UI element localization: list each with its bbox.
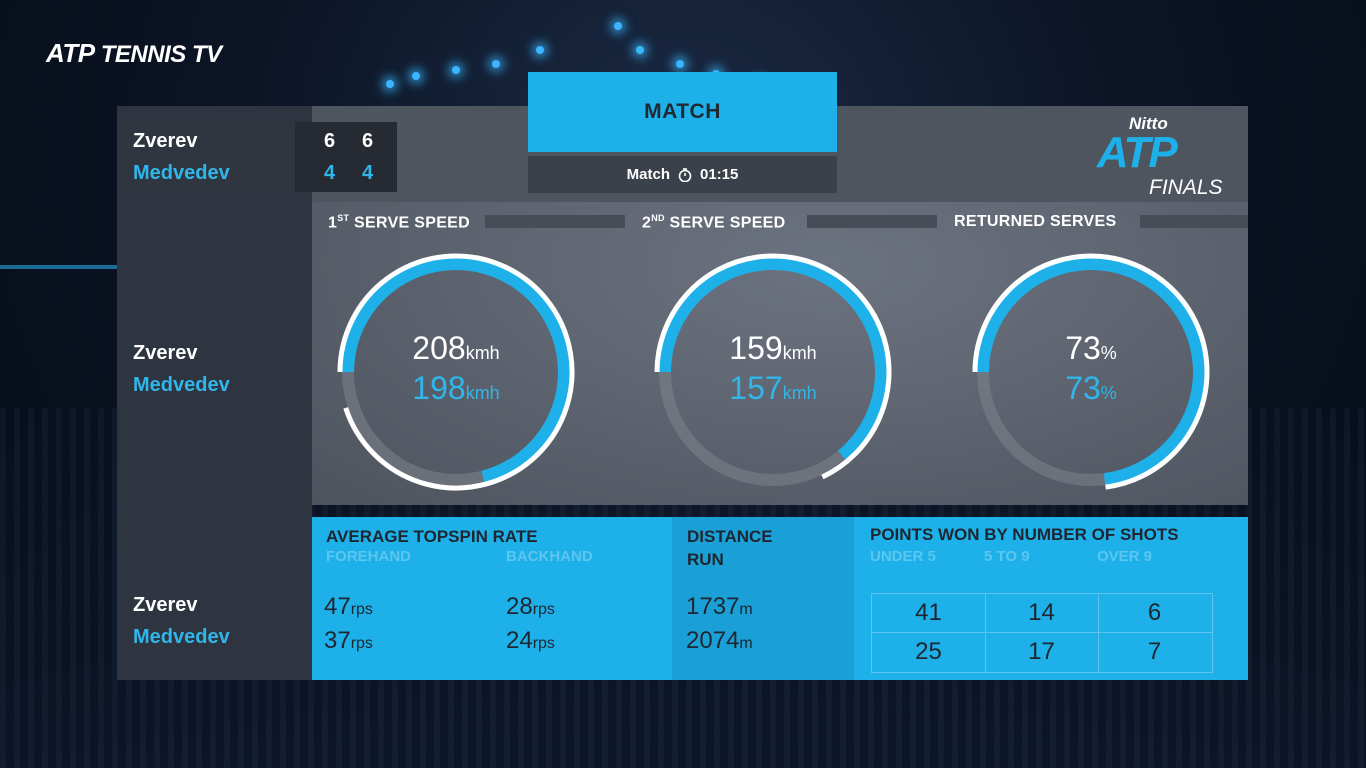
topspin-p2-forehand: 37rps	[324, 627, 373, 654]
stats-bottom-panel: AVERAGE TOPSPIN RATE FOREHAND BACKHAND 4…	[312, 517, 1248, 680]
backhand-label: BACKHAND	[506, 548, 593, 565]
left-column	[117, 106, 312, 680]
table-cell: 25	[915, 638, 942, 665]
gauge-value-p1: 73%	[1065, 330, 1117, 366]
second-serve-title: 2ND SERVE SPEED	[642, 213, 786, 232]
tennis-tv-logo: ATP TENNIS TV	[46, 38, 222, 68]
arena-led-band	[0, 265, 120, 269]
title-divider	[1140, 215, 1248, 228]
set-score: 6	[324, 130, 336, 152]
set-score: 4	[324, 162, 336, 184]
gauge-ring	[337, 253, 575, 491]
player-names-stats: Zverev Medvedev	[133, 594, 230, 649]
timer-label: Match	[626, 166, 670, 183]
table-cell: 17	[1028, 638, 1055, 665]
topspin-p1-backhand: 28rps	[506, 593, 555, 620]
distance-p2: 2074m	[686, 627, 753, 654]
table-cell: 41	[915, 599, 942, 626]
tab-match[interactable]: MATCH	[528, 72, 837, 152]
atp-finals-logo: Nitto ATP FINALS	[1097, 114, 1223, 199]
gauge-arc-p2	[342, 258, 570, 483]
timer-value: 01:15	[699, 166, 739, 183]
gauge-value-p2: 198kmh	[412, 370, 500, 406]
first-serve-title: 1ST SERVE SPEED	[328, 213, 470, 232]
match-timer: Match 01:15	[528, 156, 837, 193]
set-score: 4	[362, 162, 374, 184]
gauge-value-p1: 159kmh	[729, 330, 817, 366]
player-name: Medvedev	[133, 162, 230, 184]
distance-p1: 1737m	[686, 593, 753, 620]
points-table: 41 14 6 25 17 7	[871, 593, 1213, 673]
title-divider	[485, 215, 625, 228]
distance-title-2: RUN	[687, 550, 724, 569]
set-score: 6	[362, 130, 374, 152]
score-box	[295, 122, 397, 192]
forehand-label: FOREHAND	[326, 548, 411, 565]
stats-panel: Zverev 6 6 Medvedev 4 4 MATCH Match 01:1…	[117, 72, 1248, 680]
scoreboard: Zverev 6 6 Medvedev 4 4	[117, 122, 397, 192]
gauge-second-serve: 159kmh 157kmh	[653, 252, 893, 492]
points-title: POINTS WON BY NUMBER OF SHOTS	[870, 525, 1179, 544]
gauge-value-p2: 157kmh	[729, 370, 817, 406]
gauge-ring	[972, 253, 1210, 490]
gauge-arc-p1	[337, 253, 575, 491]
col-under-5: UNDER 5	[870, 548, 936, 565]
table-cell: 6	[1147, 599, 1162, 626]
col-over-9: OVER 9	[1097, 548, 1153, 565]
gauge-returned-serves: 73% 73%	[971, 252, 1211, 492]
player1-name: Zverev	[133, 594, 198, 616]
returned-serves-title: RETURNED SERVES	[954, 213, 1117, 230]
table-cell: 7	[1147, 638, 1162, 665]
distance-block	[672, 517, 854, 680]
player-name: Zverev	[133, 130, 198, 152]
gauge-arc-p1	[654, 253, 892, 480]
player-names-serve: Zverev Medvedev	[133, 342, 230, 397]
distance-title-1: DISTANCE	[687, 527, 773, 546]
title-divider	[807, 215, 937, 228]
gauge-value-p2: 73%	[1065, 370, 1117, 406]
gauge-value-p1: 208kmh	[412, 330, 500, 366]
topspin-p2-backhand: 24rps	[506, 627, 555, 654]
gauge-ring	[654, 253, 892, 486]
player2-name: Medvedev	[133, 626, 230, 648]
stopwatch-icon	[678, 167, 692, 182]
topspin-p1-forehand: 47rps	[324, 593, 373, 620]
gauge-first-serve: 208kmh 198kmh	[336, 252, 576, 492]
gauge-arc-p2	[977, 258, 1205, 486]
gauge-arc-p2	[659, 258, 887, 460]
col-5-to-9: 5 TO 9	[984, 548, 1030, 565]
player2-name: Medvedev	[133, 374, 230, 396]
table-cell: 14	[1028, 599, 1055, 626]
topspin-title: AVERAGE TOPSPIN RATE	[326, 527, 538, 546]
player1-name: Zverev	[133, 342, 198, 364]
gauge-arc-p1	[972, 253, 1210, 490]
